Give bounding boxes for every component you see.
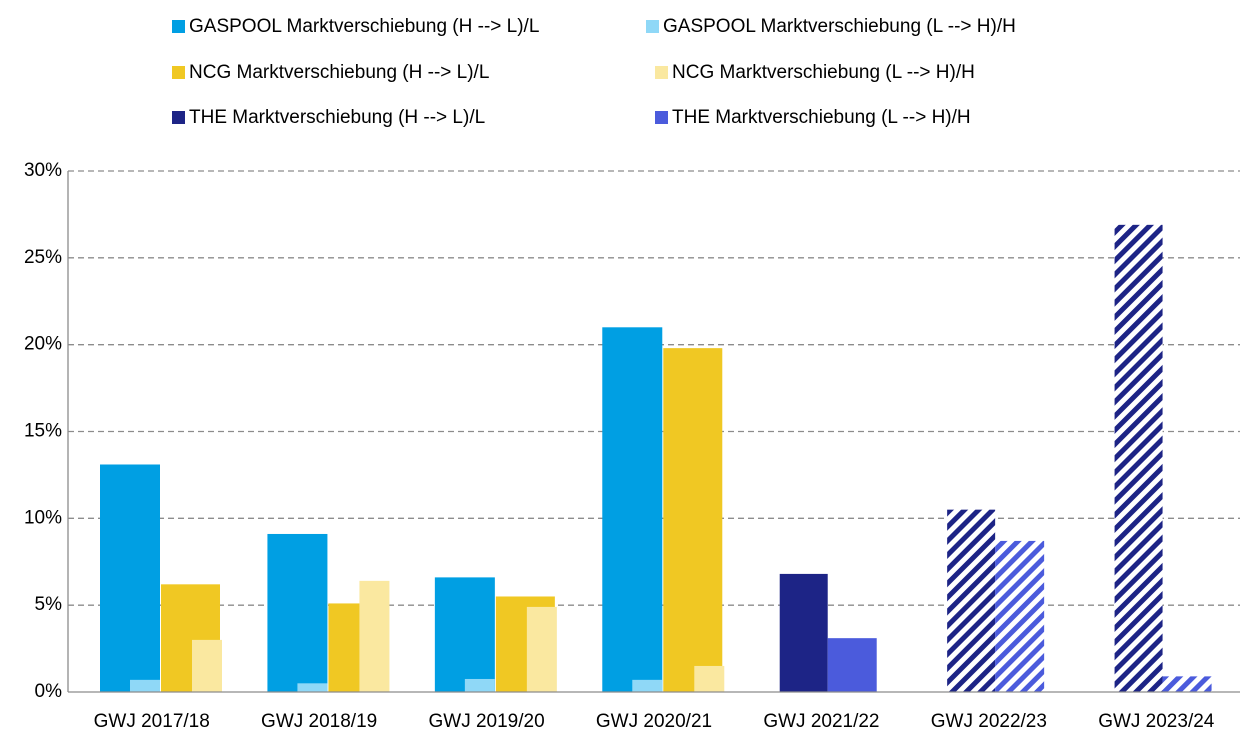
legend-label: NCG Marktverschiebung (L --> H)/H — [672, 62, 975, 83]
legend-swatch — [172, 111, 185, 124]
bar — [779, 573, 828, 692]
x-tick-label: GWJ 2021/22 — [763, 711, 879, 732]
y-tick-label: 0% — [35, 681, 63, 702]
bar — [267, 533, 328, 692]
x-tick-label: GWJ 2023/24 — [1098, 711, 1215, 732]
x-tick-label: GWJ 2017/18 — [94, 711, 210, 732]
legend-label: GASPOOL Marktverschiebung (H --> L)/L — [189, 16, 539, 37]
bar — [1114, 224, 1163, 692]
bar — [100, 464, 160, 692]
bar — [827, 638, 877, 692]
y-tick-label: 20% — [24, 334, 62, 355]
bar — [130, 679, 160, 692]
bar — [297, 683, 328, 692]
bar — [359, 580, 390, 692]
bar — [192, 639, 222, 692]
bar — [632, 679, 663, 692]
bar — [464, 678, 495, 692]
legend-label: THE Marktverschiebung (L --> H)/H — [672, 107, 971, 128]
bar — [995, 540, 1045, 692]
y-tick-label: 30% — [24, 160, 62, 181]
x-tick-label: GWJ 2018/19 — [261, 711, 377, 732]
bar — [602, 327, 663, 692]
legend-swatch — [172, 20, 185, 33]
bar — [694, 665, 725, 692]
legend-label: NCG Marktverschiebung (H --> L)/L — [189, 62, 489, 83]
legend-swatch — [655, 66, 668, 79]
legend-swatch — [172, 66, 185, 79]
y-tick-label: 15% — [24, 421, 62, 442]
y-tick-label: 5% — [35, 594, 63, 615]
y-tick-label: 10% — [24, 507, 62, 528]
legend-swatch — [655, 111, 668, 124]
bar — [434, 577, 495, 692]
bar — [663, 348, 723, 692]
bar — [1162, 676, 1212, 692]
legend-swatch — [646, 20, 659, 33]
legend-label: GASPOOL Marktverschiebung (L --> H)/H — [663, 16, 1016, 37]
bar — [947, 509, 996, 692]
legend-label: THE Marktverschiebung (H --> L)/L — [189, 107, 485, 128]
bar — [526, 606, 557, 692]
x-tick-label: GWJ 2020/21 — [596, 711, 712, 732]
x-tick-label: GWJ 2019/20 — [428, 711, 544, 732]
y-tick-label: 25% — [24, 247, 62, 268]
x-tick-label: GWJ 2022/23 — [931, 711, 1047, 732]
